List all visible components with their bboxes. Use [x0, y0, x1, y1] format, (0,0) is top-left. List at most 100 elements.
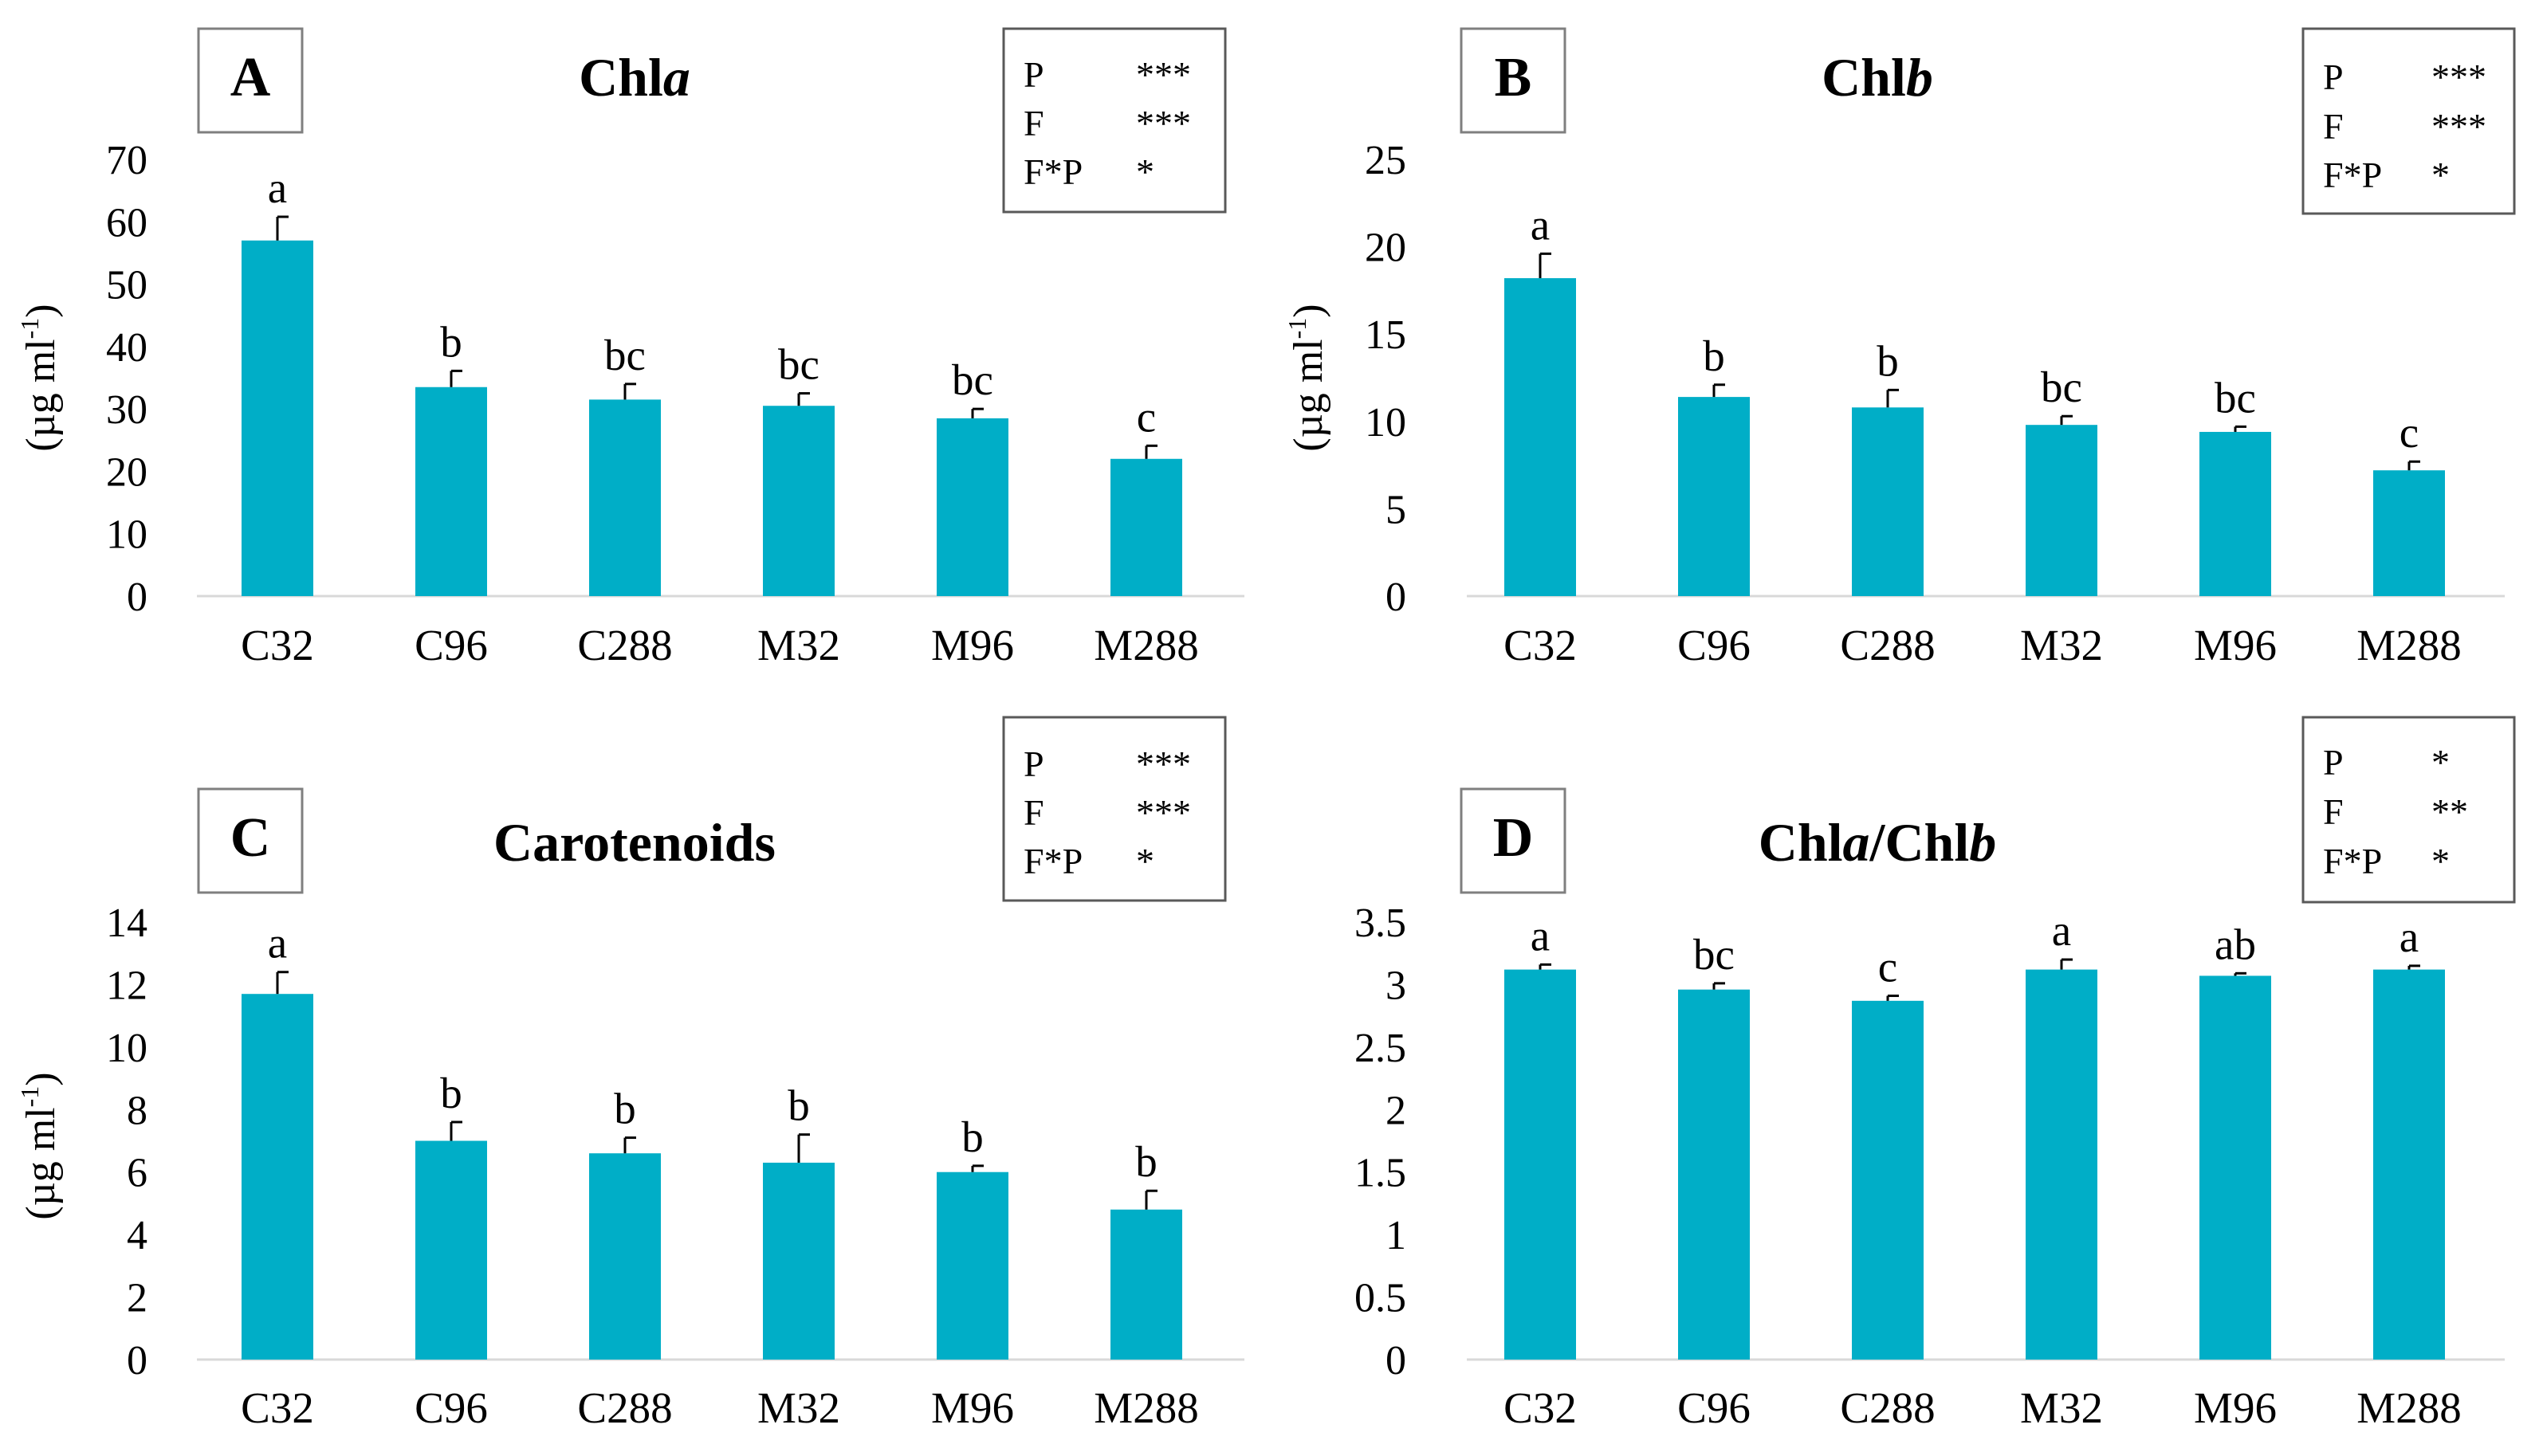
bar-c96 — [1678, 397, 1750, 596]
significance-letter: bc — [1693, 930, 1735, 979]
y-axis-label: (µg ml-1) — [15, 304, 64, 451]
x-category-label: C288 — [1840, 621, 1935, 669]
x-category-label: M288 — [2356, 1383, 2461, 1432]
error-bar — [2060, 414, 2073, 426]
stats-factor: F*P — [2323, 155, 2382, 195]
bar-c32 — [1504, 969, 1576, 1360]
bar-c32 — [242, 240, 313, 596]
significance-letter: bc — [778, 340, 819, 389]
significance-letter: a — [1531, 911, 1550, 960]
y-tick-label: 1.5 — [1354, 1151, 1406, 1196]
error-bar — [623, 383, 636, 400]
bar-m288 — [2373, 969, 2445, 1360]
x-category-label: C32 — [1503, 1383, 1577, 1432]
x-category-label: M288 — [1094, 1383, 1198, 1432]
x-category-label: C288 — [1840, 1383, 1935, 1432]
bar-m96 — [937, 1171, 1008, 1360]
significance-letter: b — [440, 317, 462, 366]
error-bar — [276, 971, 289, 995]
x-category-label: M288 — [2356, 621, 2461, 669]
y-tick-label: 6 — [127, 1151, 147, 1196]
x-category-label: M288 — [1094, 621, 1198, 669]
y-tick-label: 50 — [106, 263, 147, 308]
x-category-label: C32 — [241, 621, 314, 669]
stats-significance: *** — [2431, 106, 2486, 147]
chart-title: Chla/Chlb — [1759, 812, 1997, 873]
x-category-label: M96 — [931, 1383, 1014, 1432]
stats-factor: F*P — [1024, 151, 1083, 192]
stats-factor: F*P — [2323, 841, 2382, 881]
panel-letter-box — [1460, 787, 1566, 894]
x-category-label: M32 — [757, 1383, 840, 1432]
x-category-label: M96 — [2194, 621, 2277, 669]
error-bar — [1886, 995, 1899, 1001]
significance-letter: b — [614, 1085, 636, 1133]
y-tick-label: 14 — [106, 901, 147, 946]
panel-d: D Chla/Chlb P * F ** F*P * 0 0.5 1 1.5 2 2.5 3 3.5 a C32 b… — [1354, 716, 2516, 1432]
bar-c32 — [1504, 278, 1576, 596]
x-category-label: C96 — [415, 1383, 488, 1432]
bar-c96 — [1678, 989, 1750, 1360]
y-tick-label: 15 — [1365, 312, 1406, 358]
bar-m32 — [763, 406, 835, 596]
y-axis-label: (µg ml-1) — [1283, 304, 1331, 451]
stats-significance: ** — [2431, 791, 2468, 832]
bar-c288 — [1852, 407, 1924, 596]
significance-letter: bc — [2215, 373, 2256, 422]
significance-letter: a — [268, 919, 287, 967]
significance-letter: b — [1135, 1137, 1158, 1186]
bar-m96 — [937, 418, 1008, 596]
stats-box: P *** F *** F*P * — [2301, 27, 2516, 215]
panel-a: A Chla P *** F *** F*P * 0 10 20 30 40 50 60 70 (µg ml-1… — [15, 27, 1244, 669]
bar-m32 — [2026, 425, 2097, 596]
stats-factor: F — [1024, 103, 1044, 143]
significance-letter: b — [1877, 336, 1899, 385]
significance-letter: a — [2052, 906, 2071, 955]
y-tick-label: 0.5 — [1354, 1276, 1406, 1321]
x-category-label: M96 — [2194, 1383, 2277, 1432]
y-tick-label: 20 — [106, 449, 147, 495]
y-tick-label: 5 — [1385, 487, 1406, 532]
error-bar — [971, 407, 984, 418]
error-bar — [450, 369, 462, 387]
panel-letter-box — [197, 27, 304, 134]
bar-c288 — [589, 1153, 661, 1360]
bar-m32 — [2026, 969, 2097, 1360]
y-tick-label: 3.5 — [1354, 901, 1406, 946]
stats-factor: P — [2323, 742, 2344, 783]
x-category-label: C96 — [1677, 1383, 1751, 1432]
error-bar — [1539, 963, 1551, 970]
x-category-label: C96 — [1677, 621, 1751, 669]
panel-letter: B — [1495, 47, 1532, 108]
stats-factor: F*P — [1024, 841, 1083, 881]
y-tick-label: 0 — [1385, 1338, 1406, 1383]
error-bar — [2407, 964, 2420, 970]
error-bar — [1886, 388, 1899, 408]
chart-title: Chlb — [1822, 47, 1933, 108]
significance-letter: b — [788, 1081, 810, 1130]
y-tick-label: 2 — [1385, 1088, 1406, 1133]
stats-box: P *** F *** F*P * — [1002, 27, 1227, 214]
error-bar — [2234, 971, 2246, 976]
y-tick-label: 40 — [106, 325, 147, 371]
bar-m288 — [1110, 1209, 1182, 1360]
stats-significance: *** — [1136, 103, 1191, 143]
significance-letter: a — [268, 163, 287, 212]
stats-significance: * — [2431, 841, 2450, 881]
error-bar — [1145, 444, 1158, 459]
bar-m96 — [2199, 975, 2271, 1360]
y-tick-label: 8 — [127, 1088, 147, 1133]
panel-letter: A — [230, 47, 271, 108]
y-axis-label: (µg ml-1) — [15, 1072, 64, 1219]
stats-box: P * F ** F*P * — [2301, 716, 2516, 904]
stats-significance: *** — [1136, 54, 1191, 95]
panel-letter: C — [230, 807, 271, 869]
y-tick-label: 12 — [106, 963, 147, 1008]
bar-m96 — [2199, 431, 2271, 596]
significance-letter: bc — [952, 355, 993, 404]
y-tick-label: 70 — [106, 138, 147, 183]
x-category-label: C288 — [577, 621, 672, 669]
significance-letter: bc — [604, 331, 646, 379]
stats-factor: F — [1024, 792, 1044, 833]
y-tick-label: 20 — [1365, 226, 1406, 271]
